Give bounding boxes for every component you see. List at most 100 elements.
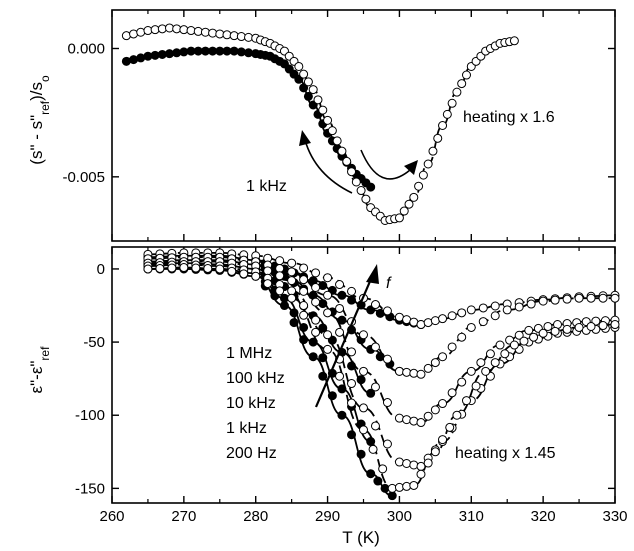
top-direction-arrows — [299, 130, 418, 194]
bottom-data-point — [538, 328, 548, 338]
bottom-data-point — [287, 258, 297, 268]
bottom-data-point — [366, 469, 376, 479]
bottom-data-point — [562, 294, 572, 304]
top-data-point — [313, 95, 323, 105]
bottom-data-points — [143, 248, 620, 501]
bottom-series-curve — [147, 263, 616, 468]
bottom-data-point — [287, 286, 297, 296]
bottom-data-point — [457, 308, 467, 318]
bottom-data-point — [370, 421, 380, 431]
bottom-data-point — [227, 266, 237, 276]
bottom-data-point — [466, 366, 476, 376]
bottom-data-point — [550, 326, 560, 336]
frequency-arrow-shaft — [314, 271, 376, 408]
bottom-data-point — [215, 264, 225, 274]
bottom-data-point — [335, 280, 345, 290]
bottom-data-point — [502, 305, 512, 315]
x-tick-label: 330 — [602, 508, 627, 525]
bottom-data-point — [155, 263, 165, 273]
bottom-data-point — [416, 418, 426, 428]
bottom-data-point — [347, 379, 357, 389]
bottom-data-point — [299, 335, 309, 345]
bottom-data-point — [478, 303, 488, 313]
bottom-data-point — [461, 396, 471, 406]
bottom-data-point — [323, 344, 333, 354]
bottom-data-point — [311, 268, 321, 278]
top-data-point — [394, 213, 404, 223]
bottom-y-tick-label: -150 — [75, 480, 105, 497]
bottom-data-point — [366, 388, 376, 398]
top-data-point — [361, 194, 371, 204]
bottom-data-point — [610, 320, 620, 330]
bottom-data-point — [466, 305, 476, 315]
bottom-data-point — [394, 457, 404, 467]
top-data-point — [303, 77, 313, 87]
frequency-arrow-label: f — [386, 275, 392, 292]
top-data-point — [136, 27, 146, 37]
bottom-data-point — [359, 425, 368, 435]
bottom-series-curve — [147, 254, 422, 326]
bottom-data-point — [299, 301, 309, 311]
bottom-data-point — [308, 352, 318, 362]
bottom-data-point — [347, 398, 357, 408]
bottom-data-point — [514, 302, 524, 312]
top-y-tick-labels: 0.000 -0.005 — [62, 41, 105, 186]
bottom-data-point — [370, 382, 380, 392]
bottom-y-tick-labels: 0 -50 -100 -150 — [75, 261, 105, 497]
bottom-data-point — [562, 324, 572, 334]
bottom-data-point — [289, 318, 299, 328]
top-data-point — [433, 133, 443, 143]
bottom-data-point — [318, 323, 328, 333]
bottom-data-point — [394, 413, 404, 423]
bottom-data-point — [509, 340, 519, 350]
bottom-data-point — [574, 322, 584, 332]
bottom-data-point — [287, 276, 297, 286]
bottom-data-point — [337, 410, 347, 420]
bottom-data-point — [423, 411, 433, 421]
top-data-point — [337, 146, 347, 156]
bottom-data-point — [409, 460, 419, 470]
bottom-data-point — [327, 391, 337, 401]
bottom-data-point — [347, 295, 357, 305]
bottom-data-point — [191, 263, 201, 273]
bottom-data-point — [311, 315, 321, 325]
bottom-data-point — [323, 290, 333, 300]
bottom-data-point — [409, 480, 419, 490]
bottom-data-point — [416, 469, 426, 479]
bottom-data-point — [423, 458, 433, 468]
top-ticks — [111, 10, 616, 241]
bottom-data-point — [466, 322, 476, 332]
top-data-point — [299, 83, 309, 93]
bottom-data-point — [287, 293, 297, 303]
cooling-arrow — [304, 139, 353, 194]
bottom-data-point — [529, 332, 539, 342]
bottom-data-point — [373, 476, 383, 486]
frequency-legend-item: 10 kHz — [226, 395, 276, 412]
bottom-y-axis-title: ε"-ε"ref — [27, 346, 52, 394]
bottom-data-point — [275, 286, 285, 296]
top-data-point — [452, 87, 462, 97]
bottom-data-point — [239, 269, 249, 279]
top-data-point — [129, 55, 139, 65]
bottom-data-point — [275, 271, 285, 281]
bottom-data-point — [203, 263, 213, 273]
bottom-data-point — [299, 263, 309, 273]
bottom-data-point — [490, 358, 500, 368]
bottom-data-point — [263, 279, 273, 289]
bottom-series-curve — [147, 260, 616, 424]
x-tick-labels: 260 270 280 290 300 310 320 330 — [99, 508, 627, 525]
top-data-point — [303, 91, 313, 101]
bottom-data-point — [366, 437, 376, 447]
bottom-data-point — [337, 290, 347, 300]
bottom-data-point — [359, 330, 368, 340]
bottom-data-point — [402, 459, 412, 469]
bottom-data-point — [430, 447, 440, 457]
top-data-point — [332, 136, 342, 146]
x-tick-label: 300 — [387, 508, 412, 525]
bottom-data-point — [526, 299, 536, 309]
bottom-data-point — [524, 325, 534, 335]
top-data-point — [121, 56, 131, 66]
bottom-data-point — [490, 301, 500, 311]
bottom-data-point — [179, 262, 189, 272]
bottom-data-point — [457, 332, 467, 342]
